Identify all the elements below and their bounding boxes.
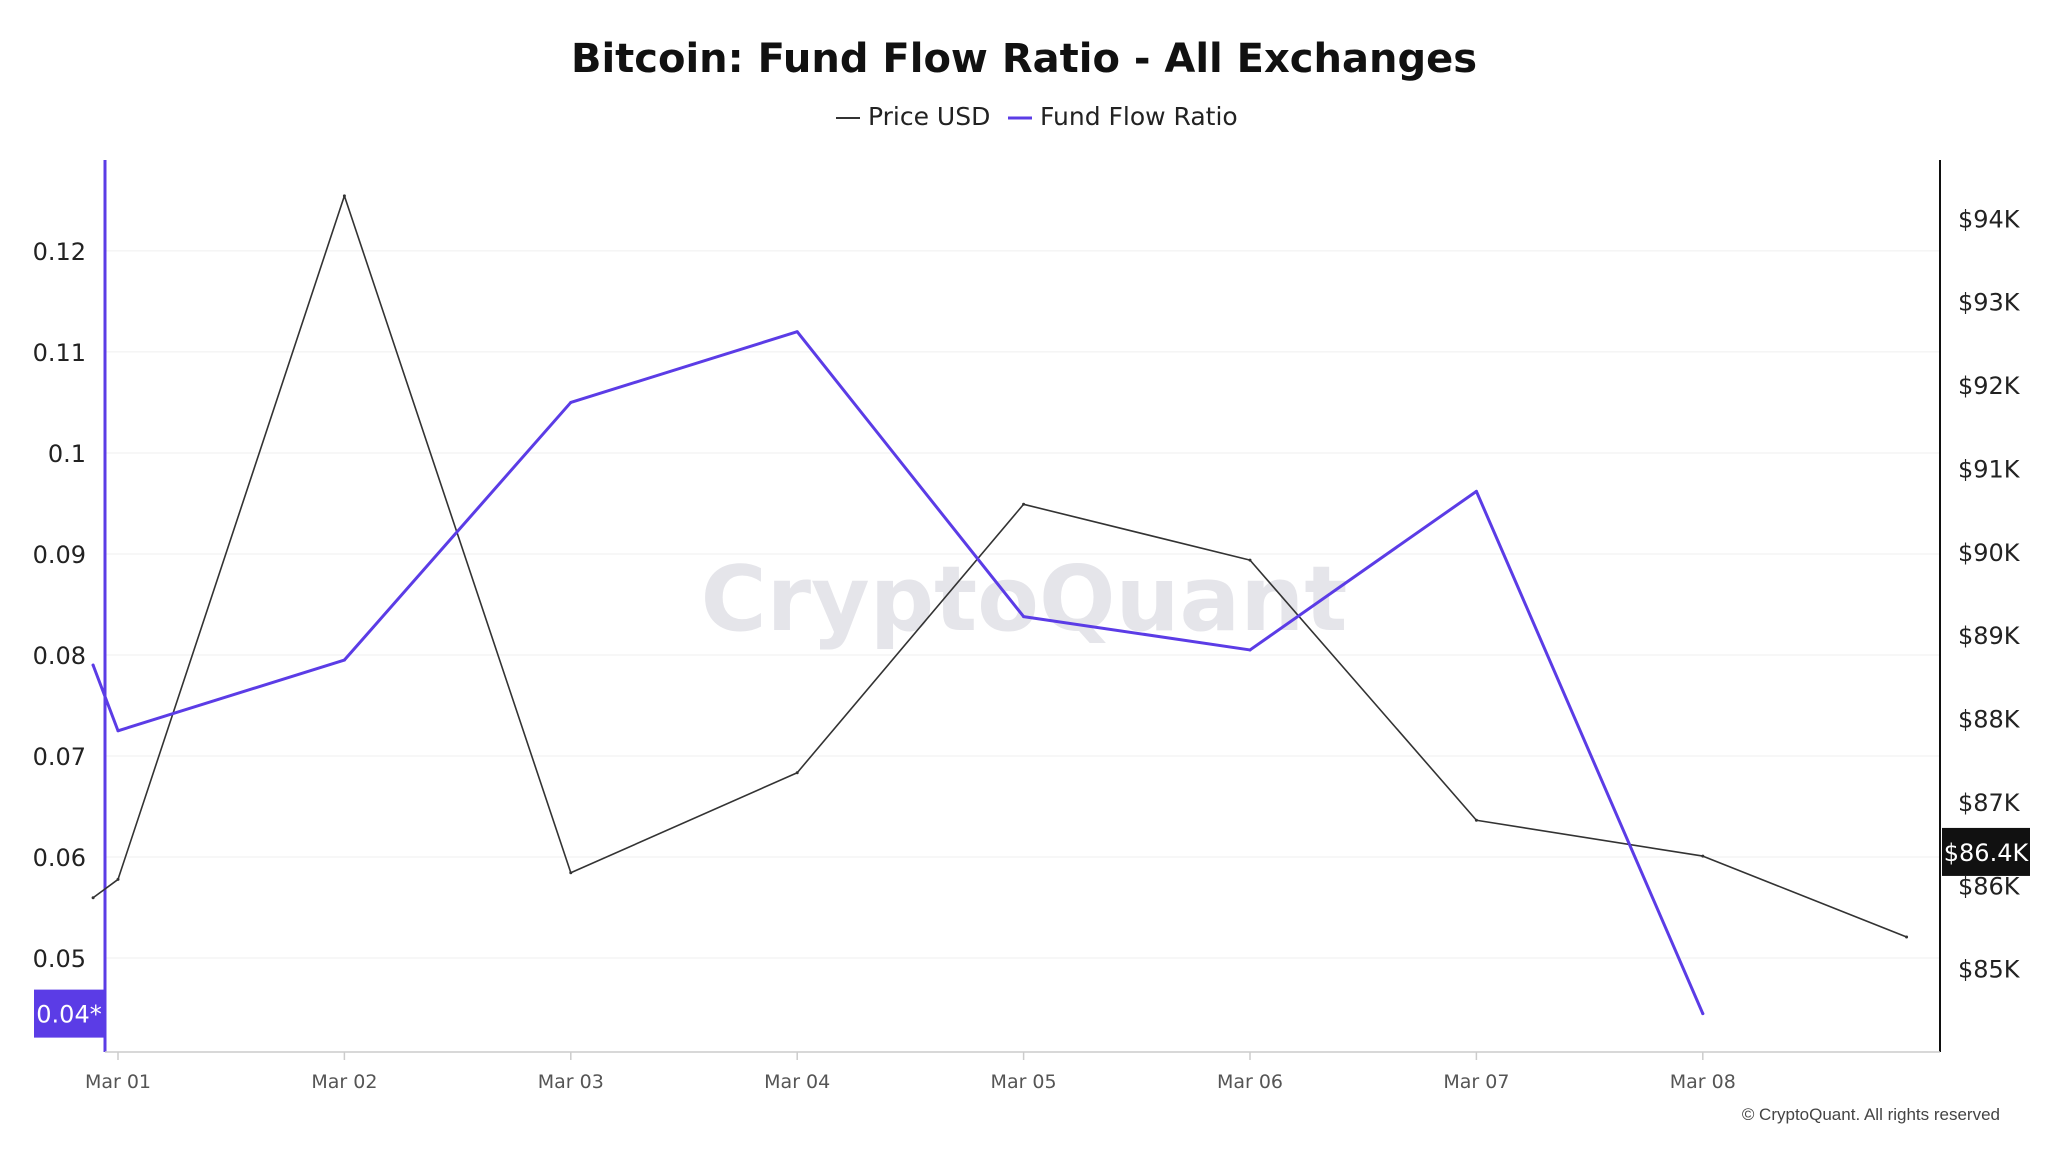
copyright: © CryptoQuant. All rights reserved bbox=[1742, 1105, 2000, 1124]
watermark: CryptoQuant bbox=[701, 547, 1348, 652]
right-tick-label: $88K bbox=[1958, 706, 2021, 734]
left-current-badge-bg bbox=[34, 989, 105, 1038]
right-tick-label: $85K bbox=[1958, 956, 2021, 984]
x-tick-label: Mar 01 bbox=[85, 1071, 151, 1093]
ffr-data-point bbox=[342, 658, 346, 662]
ffr-data-point bbox=[569, 400, 573, 404]
price-data-point bbox=[569, 871, 573, 875]
left-axis-ticks: 0.05 0.06 0.07 0.08 0.09 0.1 0.11 0.12 bbox=[33, 238, 86, 973]
price-data-point bbox=[1474, 818, 1478, 822]
x-tick-label: Mar 05 bbox=[991, 1071, 1057, 1093]
legend-ffr-label[interactable]: Fund Flow Ratio bbox=[1040, 102, 1238, 131]
left-tick-label: 0.06 bbox=[33, 844, 86, 872]
price-data-point bbox=[91, 896, 95, 900]
left-current-badge-label: 0.04* bbox=[36, 1001, 101, 1029]
right-current-badge-bg bbox=[1942, 827, 2030, 876]
right-tick-label: $89K bbox=[1958, 622, 2021, 650]
price-data-point bbox=[1905, 935, 1909, 939]
x-tick-label: Mar 04 bbox=[764, 1071, 830, 1093]
left-tick-label: 0.08 bbox=[33, 642, 86, 670]
ffr-data-point bbox=[91, 663, 95, 667]
x-tick-label: Mar 08 bbox=[1670, 1071, 1736, 1093]
right-tick-label: $87K bbox=[1958, 789, 2021, 817]
chart-title: Bitcoin: Fund Flow Ratio - All Exchanges bbox=[571, 36, 1477, 82]
x-tick-label: Mar 03 bbox=[538, 1071, 604, 1093]
left-tick-label: 0.1 bbox=[48, 440, 86, 468]
x-tick-label: Mar 07 bbox=[1443, 1071, 1509, 1093]
ffr-data-point bbox=[1248, 648, 1252, 652]
right-tick-label: $94K bbox=[1958, 205, 2021, 233]
series bbox=[91, 194, 1909, 1016]
price-data-point bbox=[1701, 854, 1705, 858]
right-tick-label: $93K bbox=[1958, 289, 2021, 317]
right-tick-label: $92K bbox=[1958, 372, 2021, 400]
legend: Price USD Fund Flow Ratio bbox=[836, 102, 1238, 131]
right-tick-label: $90K bbox=[1958, 539, 2021, 567]
right-current-badge-label: $86.4K bbox=[1944, 839, 2030, 867]
ffr-data-point bbox=[116, 729, 120, 733]
left-tick-label: 0.09 bbox=[33, 541, 86, 569]
legend-price-label[interactable]: Price USD bbox=[868, 102, 990, 131]
ffr-data-point bbox=[1474, 489, 1478, 493]
right-tick-label: $91K bbox=[1958, 455, 2021, 483]
ffr-data-point bbox=[795, 330, 799, 334]
price-data-point bbox=[116, 877, 120, 881]
right-current-badge: $86.4K bbox=[1942, 827, 2030, 876]
price-data-point bbox=[342, 194, 346, 198]
x-tick-label: Mar 02 bbox=[311, 1071, 377, 1093]
price-data-point bbox=[795, 771, 799, 775]
series-line-fund-flow-ratio bbox=[91, 330, 1705, 1016]
x-tick-label: Mar 06 bbox=[1217, 1071, 1283, 1093]
ffr-data-point bbox=[1022, 615, 1026, 619]
left-tick-label: 0.11 bbox=[33, 339, 86, 367]
left-tick-label: 0.07 bbox=[33, 743, 86, 771]
right-tick-label: $86K bbox=[1958, 872, 2021, 900]
price-data-point bbox=[1022, 502, 1026, 506]
left-tick-label: 0.12 bbox=[33, 238, 86, 266]
gridlines bbox=[105, 250, 1940, 959]
left-current-badge: 0.04* bbox=[34, 989, 105, 1038]
ffr-data-point bbox=[1701, 1012, 1705, 1016]
price-data-point bbox=[1248, 558, 1252, 562]
series-line-price-usd bbox=[92, 195, 1908, 938]
x-axis-ticks: Mar 01 Mar 02 Mar 03 Mar 04 Mar 05 Mar 06 Mar … bbox=[85, 1052, 1736, 1093]
right-axis-ticks: $85K $86K $87K $88K $89K $90K $91K $92K $93K $94K bbox=[1958, 205, 2021, 983]
left-tick-label: 0.05 bbox=[33, 945, 86, 973]
